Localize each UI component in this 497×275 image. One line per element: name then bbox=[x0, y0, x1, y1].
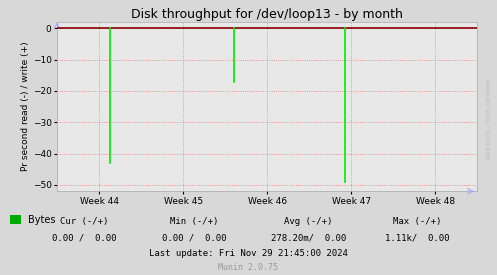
Text: Last update: Fri Nov 29 21:45:00 2024: Last update: Fri Nov 29 21:45:00 2024 bbox=[149, 249, 348, 258]
Text: 1.11k/  0.00: 1.11k/ 0.00 bbox=[385, 234, 450, 243]
Text: Munin 2.0.75: Munin 2.0.75 bbox=[219, 263, 278, 272]
Text: 278.20m/  0.00: 278.20m/ 0.00 bbox=[270, 234, 346, 243]
Text: RRDTOOL / TOBI OETIKER: RRDTOOL / TOBI OETIKER bbox=[486, 78, 491, 159]
Y-axis label: Pr second read (-) / write (+): Pr second read (-) / write (+) bbox=[21, 42, 30, 171]
Text: Avg (-/+): Avg (-/+) bbox=[284, 217, 332, 226]
Text: Bytes: Bytes bbox=[28, 215, 56, 225]
Text: Cur (-/+): Cur (-/+) bbox=[60, 217, 109, 226]
Text: Max (-/+): Max (-/+) bbox=[393, 217, 442, 226]
Text: Min (-/+): Min (-/+) bbox=[169, 217, 218, 226]
Text: 0.00 /  0.00: 0.00 / 0.00 bbox=[52, 234, 117, 243]
Text: 0.00 /  0.00: 0.00 / 0.00 bbox=[162, 234, 226, 243]
Title: Disk throughput for /dev/loop13 - by month: Disk throughput for /dev/loop13 - by mon… bbox=[131, 8, 403, 21]
